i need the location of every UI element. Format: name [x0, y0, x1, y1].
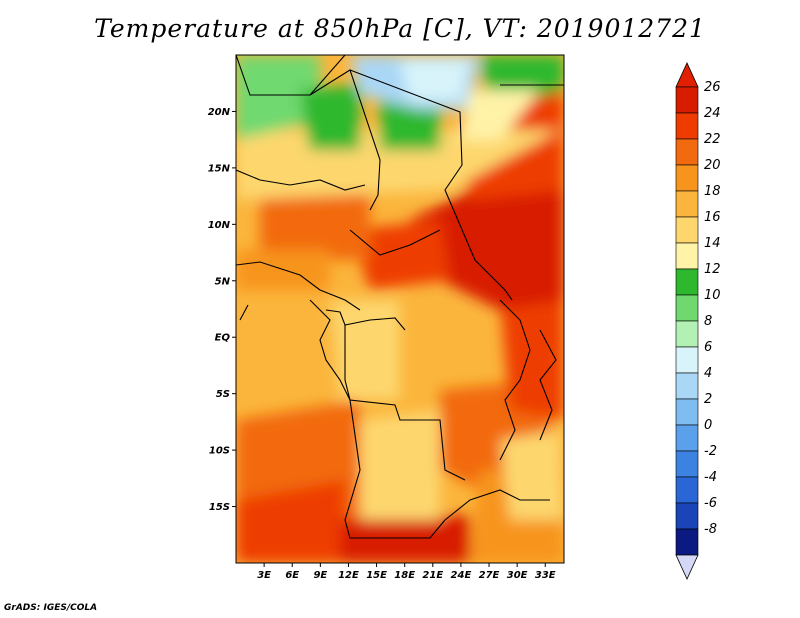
colorbar-label: 6 — [704, 340, 712, 355]
lon-tick-label: 18E — [394, 570, 415, 581]
colorbar-swatch — [675, 450, 699, 478]
colorbar-label: -8 — [704, 522, 717, 537]
colorbar-swatch — [675, 242, 699, 270]
lat-tick-label: 10S — [209, 446, 230, 457]
lon-tick-label: 9E — [313, 570, 327, 581]
colorbar-swatch — [675, 502, 699, 530]
colorbar-label: 26 — [704, 80, 721, 95]
colorbar-label: 0 — [704, 418, 712, 433]
colorbar-label: 4 — [704, 366, 712, 381]
colorbar-label: 8 — [704, 314, 712, 329]
lon-tick-label: 15E — [366, 570, 387, 581]
colorbar-swatch — [675, 424, 699, 452]
lat-tick-label: 5N — [215, 276, 231, 287]
lon-tick-label: 3E — [257, 570, 271, 581]
colorbar-swatch — [675, 86, 699, 114]
colorbar-label: 24 — [704, 106, 721, 121]
longitude-axis: 3E 6E 9E 12E 15E 18E 21E 24E 27E 30E 33E — [257, 563, 556, 581]
colorbar-swatch — [675, 398, 699, 426]
chart-title: Temperature at 850hPa [C], VT: 201901272… — [94, 14, 706, 43]
colorbar-label: 22 — [704, 132, 721, 147]
colorbar-label: -2 — [704, 444, 717, 459]
colorbar-label: 16 — [704, 210, 721, 225]
grads-credit: GrADS: IGES/COLA — [4, 603, 98, 613]
colorbar-swatch — [675, 112, 699, 140]
map-frame — [235, 54, 565, 564]
colorbar-label: 18 — [704, 184, 721, 199]
colorbar-swatch — [675, 320, 699, 348]
lon-tick-label: 33E — [535, 570, 556, 581]
colorbar-swatch — [675, 164, 699, 192]
lon-tick-label: 27E — [479, 570, 500, 581]
colorbar-swatch — [675, 476, 699, 504]
lon-tick-label: 21E — [422, 570, 443, 581]
country-borders — [236, 55, 564, 539]
latitude-axis: 20N 15N 10N 5N EQ 5S 10S 15S — [208, 107, 236, 513]
colorbar-bottom-arrow — [675, 554, 699, 580]
colorbar-swatch — [675, 268, 699, 296]
colorbar-swatch — [675, 216, 699, 244]
lon-tick-label: 24E — [451, 570, 472, 581]
colorbar-swatch — [675, 346, 699, 374]
temperature-field — [236, 55, 564, 563]
colorbar-label: -4 — [704, 470, 717, 485]
colorbar-swatch — [675, 294, 699, 322]
lat-tick-label: 20N — [208, 107, 231, 118]
lat-tick-label: 15S — [209, 502, 230, 513]
colorbar-label: 10 — [704, 288, 721, 303]
colorbar-top-arrow — [675, 62, 699, 88]
colorbar-swatch — [675, 528, 699, 556]
colorbar-swatch — [675, 138, 699, 166]
lon-tick-label: 12E — [338, 570, 359, 581]
colorbar-label: -6 — [704, 496, 717, 511]
lon-tick-label: 6E — [285, 570, 299, 581]
colorbar-label: 14 — [704, 236, 721, 251]
colorbar-label: 20 — [704, 158, 721, 173]
lat-tick-label: 10N — [208, 220, 231, 231]
lat-tick-label: 15N — [208, 163, 231, 174]
lat-tick-label: 5S — [216, 389, 230, 400]
colorbar-label: 12 — [704, 262, 721, 277]
colorbar-swatch — [675, 372, 699, 400]
lat-tick-label: EQ — [215, 333, 231, 344]
colorbar-swatch — [675, 190, 699, 218]
lon-tick-label: 30E — [507, 570, 528, 581]
colorbar-label: 2 — [704, 392, 712, 407]
